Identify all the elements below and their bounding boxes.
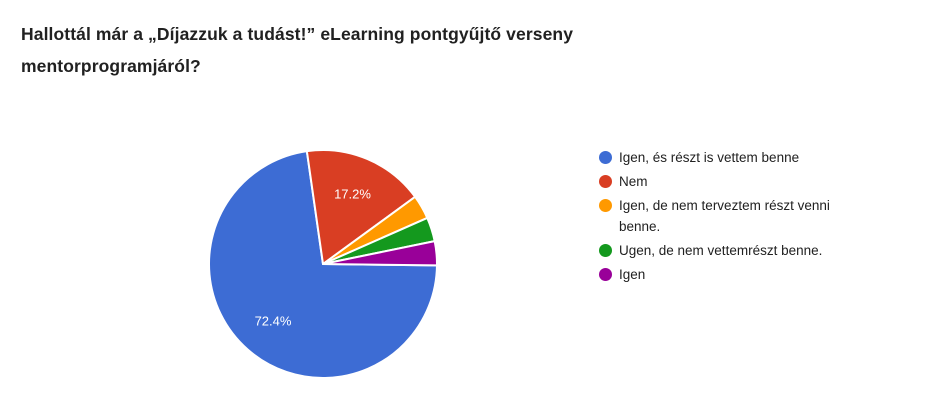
legend-color-dot: [599, 175, 612, 188]
legend-item: Nem: [599, 171, 854, 192]
legend-item-label: Igen, és részt is vettem benne: [619, 150, 800, 165]
legend-color-dot: [599, 268, 612, 281]
legend-color-dot: [599, 244, 612, 257]
chart-legend: Igen, és részt is vettem benne Nem Igen,…: [599, 147, 854, 288]
legend-item: Igen, de nem terveztem részt venni benne…: [599, 195, 854, 237]
slice-percent-label-1: 17.2%: [334, 187, 371, 202]
pie-slices: [208, 149, 438, 379]
pie-slice-1[interactable]: [305, 149, 417, 265]
pie-slice-4[interactable]: [322, 240, 438, 267]
slice-percent-label-0: 72.4%: [255, 314, 292, 329]
pie-slice-labels: 72.4% 17.2%: [255, 187, 372, 329]
question-title: Hallottál már a „Díjazzuk a tudást!” eLe…: [21, 24, 574, 76]
legend-item-label: Igen: [619, 267, 646, 282]
legend-item: Igen: [599, 264, 854, 285]
legend-item-label: Igen, de nem terveztem részt venni benne…: [619, 198, 830, 234]
legend-color-dot: [599, 151, 612, 164]
legend-color-dot: [599, 199, 612, 212]
legend-item: Igen, és részt is vettem benne: [599, 147, 854, 168]
legend-item-label: Ugen, de nem vettemrészt benne.: [619, 243, 823, 258]
legend-item: Ugen, de nem vettemrészt benne.: [599, 240, 854, 261]
legend-item-label: Nem: [619, 174, 648, 189]
